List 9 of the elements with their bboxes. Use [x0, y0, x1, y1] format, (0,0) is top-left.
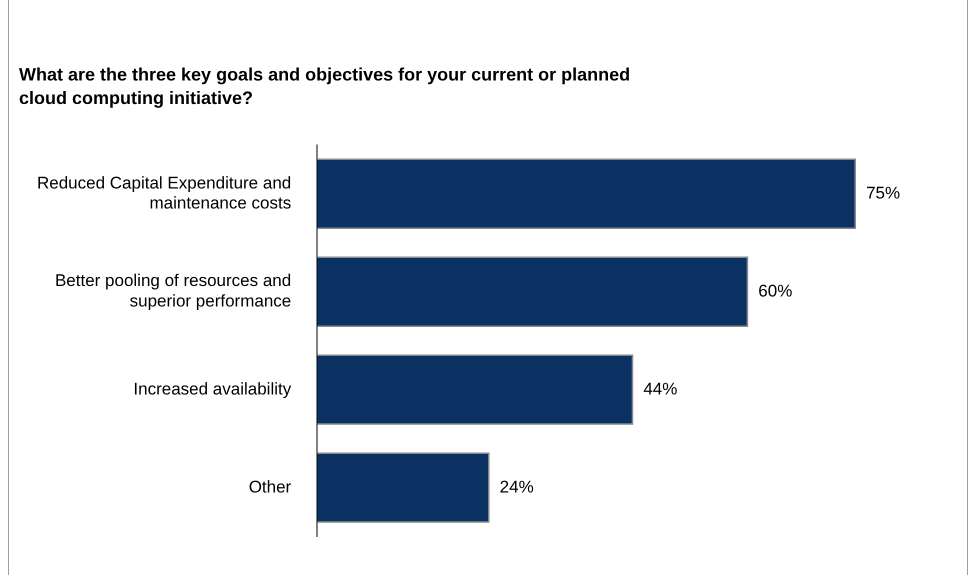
- chart-title: What are the three key goals and objectives for your current or planned cloud computing initiative?: [19, 64, 630, 108]
- data-label: 24%: [500, 477, 534, 496]
- data-label: 75%: [866, 183, 900, 202]
- data-label: 60%: [758, 281, 792, 300]
- data-label: 44%: [643, 379, 678, 398]
- y-tick-label: Increased availability: [133, 379, 292, 398]
- y-tick-label: Better pooling of resources and superior performance: [54, 271, 292, 311]
- y-tick-label: Reduced Capital Expenditure and maintenance costs: [36, 173, 292, 213]
- y-tick-label: Other: [248, 477, 292, 496]
